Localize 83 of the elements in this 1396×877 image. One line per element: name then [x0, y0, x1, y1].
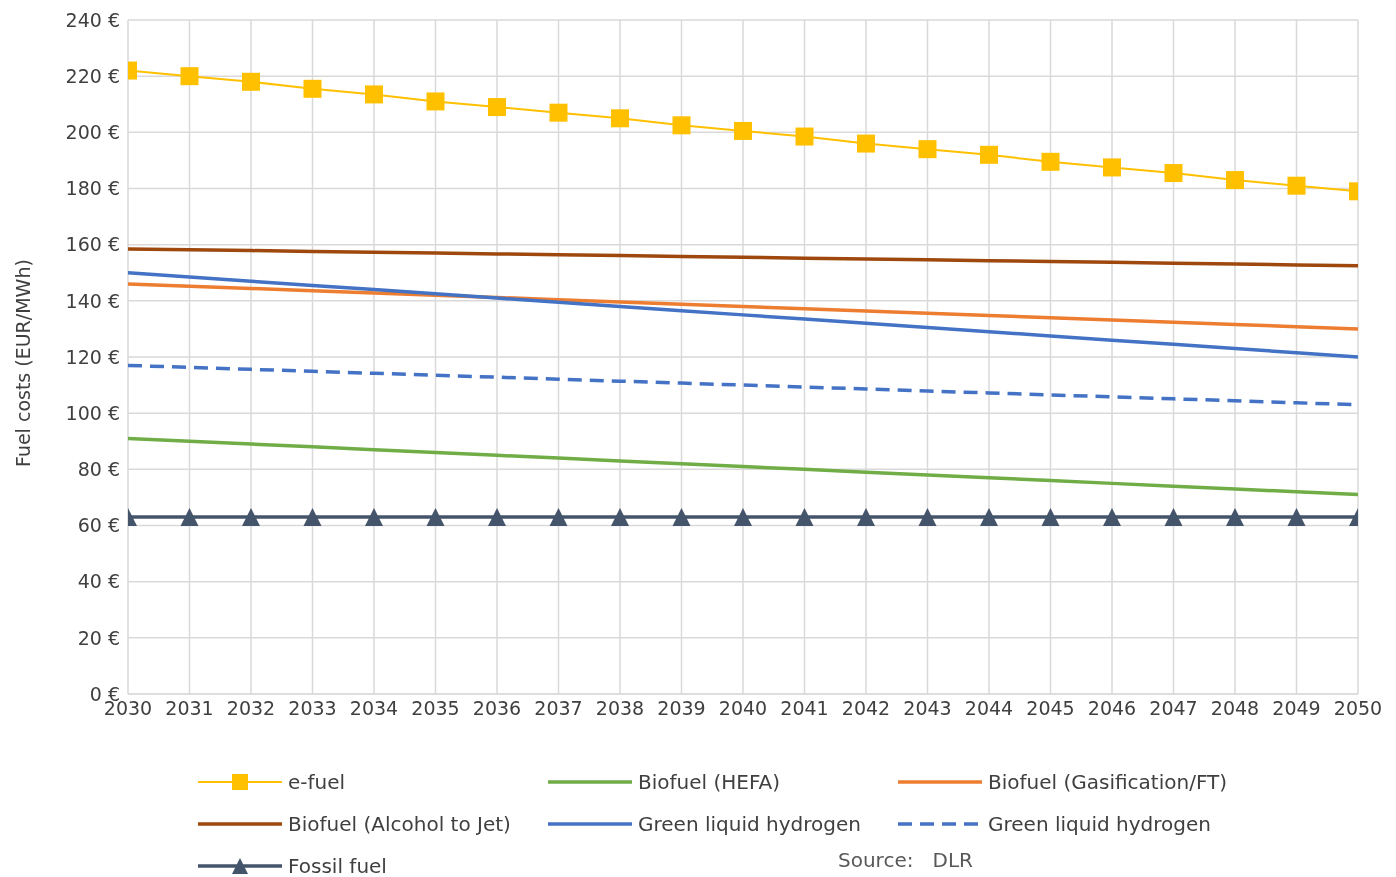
point — [242, 72, 260, 91]
legend-label: e-fuel — [288, 770, 346, 794]
x-tick-label: 2043 — [903, 697, 952, 720]
x-tick-label: 2049 — [1272, 697, 1321, 720]
y-tick-label: 40 € — [77, 570, 120, 593]
x-tick-label: 2031 — [165, 697, 214, 720]
y-tick-label: 140 € — [65, 289, 120, 312]
x-tick-label: 2041 — [780, 697, 829, 720]
y-tick-label: 220 € — [65, 64, 120, 87]
point — [1041, 508, 1060, 527]
point — [918, 140, 937, 159]
point — [1164, 508, 1183, 527]
x-tick-label: 2044 — [964, 697, 1014, 720]
point — [303, 79, 322, 98]
legend-label: Green liquid hydrogen — [988, 812, 1211, 836]
x-tick-label: 2047 — [1149, 697, 1198, 720]
point — [242, 508, 260, 527]
y-tick-label: 120 € — [65, 345, 120, 368]
point — [1103, 158, 1121, 177]
point — [611, 109, 629, 128]
x-tick-label: 2045 — [1026, 697, 1075, 720]
point — [795, 127, 814, 146]
legend-label: Biofuel (Gasification/FT) — [988, 770, 1228, 794]
point — [795, 508, 814, 527]
x-tick-label: 2032 — [226, 697, 276, 720]
x-tick-label: 2039 — [657, 697, 706, 720]
point — [734, 508, 752, 527]
x-tick-label: 2042 — [841, 697, 891, 720]
point — [365, 508, 383, 527]
x-tick-label: 2037 — [534, 697, 583, 720]
point — [549, 508, 568, 527]
y-tick-label: 80 € — [77, 458, 120, 481]
point — [1287, 176, 1306, 195]
point — [734, 121, 752, 140]
point — [365, 85, 383, 104]
point — [488, 508, 506, 527]
x-tick-label: 2035 — [411, 697, 460, 720]
point — [918, 508, 937, 527]
x-tick-label: 2038 — [595, 697, 645, 720]
point — [1103, 508, 1121, 527]
legend-label: Green liquid hydrogen — [638, 812, 861, 836]
point — [549, 103, 568, 122]
x-tick-label: 2034 — [349, 697, 399, 720]
point — [1041, 152, 1060, 171]
point — [672, 116, 691, 135]
y-tick-label: 180 € — [65, 177, 120, 200]
point — [1226, 508, 1244, 527]
point — [180, 508, 199, 527]
legend-label: Biofuel (HEFA) — [638, 770, 781, 794]
x-tick-label: 2048 — [1210, 697, 1260, 720]
x-tick-label: 2046 — [1087, 697, 1137, 720]
point — [303, 508, 322, 527]
source-note: Source: DLR — [838, 848, 973, 872]
x-tick-label: 2036 — [472, 697, 522, 720]
line-series — [128, 436, 1358, 497]
line-series — [128, 282, 1358, 331]
point — [980, 145, 998, 164]
point — [1226, 171, 1244, 190]
y-tick-label: 160 € — [65, 233, 120, 256]
x-tick-label: 2033 — [288, 697, 337, 720]
point — [857, 508, 875, 527]
y-tick-label: 240 € — [65, 8, 120, 31]
point — [180, 67, 199, 86]
legend-label: Fossil fuel — [288, 854, 387, 877]
point — [1287, 508, 1306, 527]
point — [426, 92, 445, 111]
point — [857, 134, 875, 153]
point — [1164, 164, 1183, 183]
y-tick-label: 200 € — [65, 121, 120, 144]
line-series — [128, 247, 1358, 268]
x-tick-label: 2040 — [718, 697, 768, 720]
y-tick-label: 20 € — [77, 626, 120, 649]
point — [488, 98, 506, 117]
line-series — [128, 271, 1358, 359]
point — [611, 508, 629, 527]
legend-label: Biofuel (Alcohol to Jet) — [288, 812, 511, 836]
point — [980, 508, 998, 527]
y-tick-label: 100 € — [65, 401, 120, 424]
point — [672, 508, 691, 527]
point — [426, 508, 445, 527]
x-tick-label: 2050 — [1333, 697, 1383, 720]
y-axis-title: Fuel costs (EUR/MWh) — [11, 259, 34, 467]
y-tick-label: 60 € — [77, 514, 120, 537]
